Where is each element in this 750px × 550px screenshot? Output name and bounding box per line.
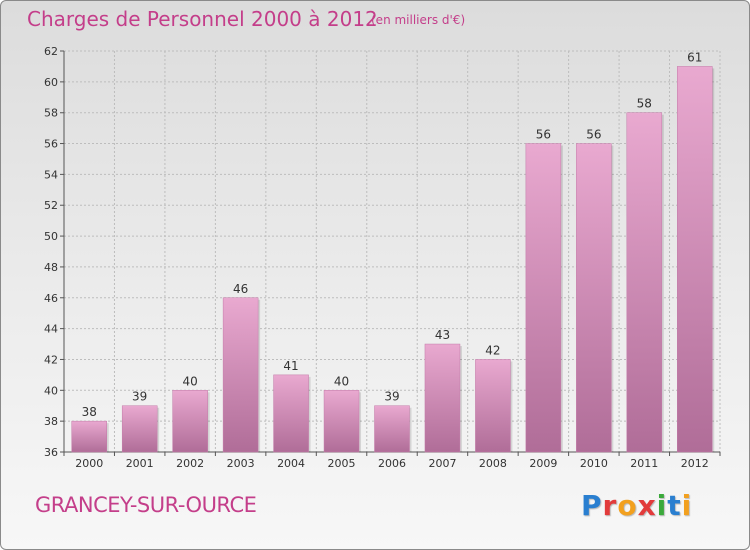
logo-letter: i (656, 489, 668, 522)
y-tick-label: 38 (44, 415, 58, 428)
y-tick-label: 60 (44, 76, 58, 89)
x-tick-label: 2001 (126, 457, 154, 470)
logo-letter: i (681, 489, 693, 522)
chart-title: Charges de Personnel 2000 à 2012 (27, 7, 378, 31)
x-tick-label: 2010 (580, 457, 608, 470)
bar (273, 374, 309, 453)
proxiti-logo: Proxiti (581, 489, 692, 522)
x-tick-label: 2011 (630, 457, 658, 470)
y-tick-label: 40 (44, 384, 58, 397)
bar (374, 405, 410, 453)
bar-value-label: 39 (384, 390, 399, 404)
bar (475, 359, 511, 453)
bar (525, 143, 562, 453)
logo-letter: x (637, 489, 657, 522)
y-tick-label: 50 (44, 230, 58, 243)
chart-subtitle: (en milliers d'€) (371, 13, 466, 27)
logo-letter: o (617, 489, 638, 522)
x-tick-label: 2004 (277, 457, 305, 470)
logo-letter: r (602, 489, 618, 522)
y-tick-label: 58 (44, 107, 58, 120)
y-tick-label: 46 (44, 292, 58, 305)
x-tick-label: 2009 (529, 457, 557, 470)
bars (71, 66, 715, 453)
logo-letter: P (581, 489, 603, 522)
y-tick-label: 52 (44, 199, 58, 212)
bar-value-label: 46 (233, 282, 248, 296)
logo-letter: t (667, 489, 682, 522)
bar-value-label: 42 (485, 343, 500, 357)
bar-value-label: 40 (334, 374, 349, 388)
bar-value-label: 56 (586, 128, 601, 142)
bar (121, 405, 158, 453)
bar-value-label: 38 (82, 405, 97, 419)
bar-value-label: 56 (536, 128, 551, 142)
y-tick-label: 62 (44, 45, 58, 58)
x-tick-label: 2006 (378, 457, 406, 470)
bar (626, 112, 663, 453)
y-tick-label: 56 (44, 138, 58, 151)
y-tick-label: 44 (44, 323, 58, 336)
x-tick-label: 2002 (176, 457, 204, 470)
bar (424, 343, 461, 453)
bar (576, 143, 612, 453)
bar (323, 390, 360, 453)
bar-value-label: 43 (435, 328, 450, 342)
bar-value-label: 41 (283, 359, 298, 373)
x-tick-label: 2008 (479, 457, 507, 470)
bar-value-label: 58 (637, 97, 652, 111)
bar-value-label: 39 (132, 390, 147, 404)
commune-name: GRANCEY-SUR-OURCE (35, 493, 257, 517)
bar (71, 420, 107, 453)
bar-value-label: 61 (687, 50, 702, 64)
labels: 36 38 40 42 44 46 48 50 52 54 56 58 60 62 38 2000 39 2001… (44, 45, 709, 470)
x-tick-label: 2000 (75, 457, 103, 470)
x-tick-label: 2005 (328, 457, 356, 470)
bar-value-label: 40 (183, 374, 198, 388)
y-tick-label: 48 (44, 261, 58, 274)
x-tick-label: 2012 (681, 457, 709, 470)
bar (222, 297, 259, 453)
x-tick-label: 2003 (227, 457, 255, 470)
y-tick-label: 54 (44, 168, 58, 181)
y-tick-label: 42 (44, 353, 58, 366)
bar (677, 66, 713, 453)
bar (172, 390, 208, 453)
x-tick-label: 2007 (428, 457, 456, 470)
y-tick-label: 36 (44, 446, 58, 459)
